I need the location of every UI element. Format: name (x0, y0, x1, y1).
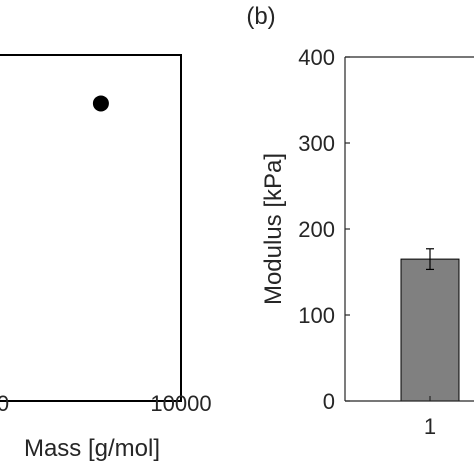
y-tick-label: 400 (298, 45, 335, 70)
x-tick-label: 1 (424, 414, 436, 439)
bar (400, 258, 460, 402)
panel-a-x-tick-label: 0 (0, 391, 9, 416)
y-tick-label: 300 (298, 131, 335, 156)
panel-b-y-axis-label: Modulus [kPa] (260, 153, 287, 305)
y-tick-label: 0 (323, 389, 335, 414)
scatter-point (92, 95, 109, 112)
panel-b-bars: 1 (400, 248, 460, 439)
y-tick-label: 100 (298, 303, 335, 328)
panel-b-tag: (b) (246, 3, 275, 30)
panel-a-plot-frame (0, 54, 182, 402)
panel-a-points (92, 95, 109, 112)
y-tick-label: 200 (298, 217, 335, 242)
panel-b: (b) 0 100 200 300 400 1 Modulus [kPa] (246, 3, 474, 439)
panel-a-x-tick-label: 10000 (150, 391, 211, 416)
panel-a-x-axis-label: Mass [g/mol] (24, 435, 160, 462)
panel-b-ticks: 0 100 200 300 400 (298, 45, 350, 414)
panel-a: 0 10000 Mass [g/mol] (0, 54, 212, 462)
